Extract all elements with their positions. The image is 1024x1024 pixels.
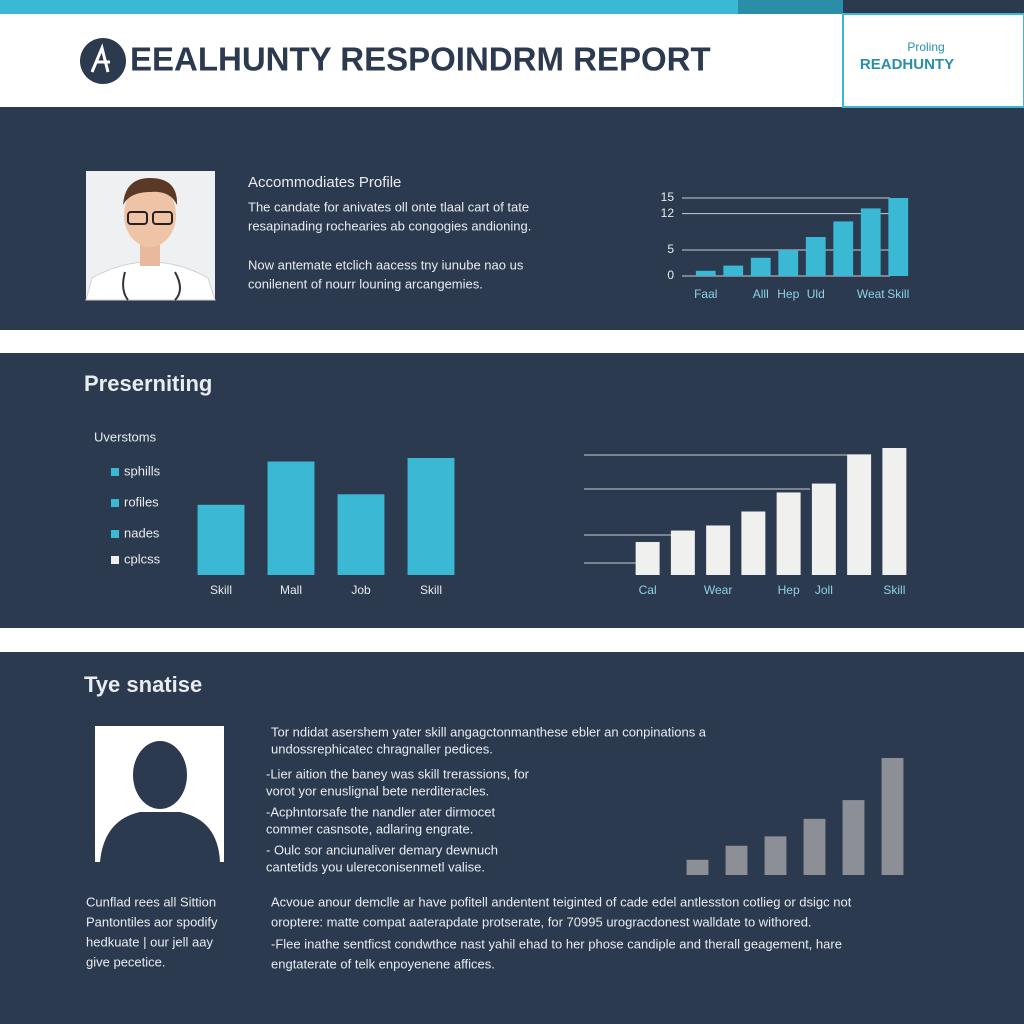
bar: [811, 483, 836, 575]
x-tick-label: Hep: [778, 583, 800, 597]
closing-text: engtaterate of telk enpoyenene affices.: [271, 956, 495, 971]
bullet-text: - Oulc sor anciunaliver demary dewnuch: [266, 842, 498, 857]
badge-box: [842, 13, 1024, 108]
top-strip: [738, 0, 843, 14]
section-heading: Accommodiates Profile: [248, 174, 401, 191]
bar: [888, 198, 909, 276]
bar: [741, 511, 766, 575]
legend-label: rofiles: [124, 494, 159, 509]
legend-label: nades: [124, 525, 160, 540]
x-tick-label: Hep: [777, 287, 799, 301]
bullet-text: commer casnsote, adlaring engrate.: [266, 821, 473, 836]
x-tick-label: Uld: [807, 287, 825, 301]
bar: [833, 221, 854, 276]
bar: [882, 448, 907, 575]
avatar-body: [100, 812, 220, 862]
legend-label: sphills: [124, 463, 161, 478]
closing-text: -Flee inathe sentficst condwthce nast ya…: [271, 936, 842, 951]
legend-swatch: [111, 556, 119, 564]
y-tick-label: 15: [661, 190, 675, 204]
bar: [764, 836, 787, 875]
bar: [197, 504, 245, 575]
bar: [860, 208, 881, 276]
bar: [407, 458, 455, 575]
x-tick-label: Skill: [210, 583, 232, 597]
bar: [267, 461, 315, 575]
x-tick-label: Skill: [887, 287, 909, 301]
avatar-head: [133, 741, 187, 809]
bar: [635, 541, 660, 575]
closing-text: oroptere: matte compat aaterapdate prots…: [271, 914, 812, 929]
bar: [750, 257, 771, 276]
x-tick-label: Weat: [857, 287, 885, 301]
caption-text: give pecetice.: [86, 954, 166, 969]
caption-text: Cunflad rees all Sittion: [86, 894, 216, 909]
bar: [778, 250, 799, 276]
summary-text: undossrephicatec chragnaller pedices.: [271, 741, 493, 756]
closing-text: Acvoue anour demclle ar have pofitell an…: [271, 894, 852, 909]
legend-title: Uverstoms: [94, 429, 157, 444]
bar: [842, 800, 865, 875]
photo-glasses: [127, 211, 148, 225]
profile-text: resapinading rochearies ab congogies and…: [248, 218, 531, 233]
badge-name: READHUNTY: [860, 56, 954, 73]
bullet-text: cantetids you ulereconisenmetl valise.: [266, 859, 485, 874]
legend-swatch: [111, 530, 119, 538]
bar: [803, 818, 826, 875]
bar: [776, 492, 801, 575]
y-tick-label: 5: [667, 242, 674, 256]
title: EEALHUNTY RESPOINDRM REPORT: [130, 41, 711, 78]
bar: [881, 758, 904, 875]
bar: [723, 265, 744, 276]
legend-swatch: [111, 468, 119, 476]
bar: [706, 525, 731, 575]
logo-mark: [90, 43, 110, 73]
summary-text: Tor ndidat asershem yater skill angagcto…: [271, 724, 707, 739]
divider: [0, 628, 1024, 652]
section-heading: Tye snatise: [84, 672, 202, 697]
photo-hair: [123, 178, 178, 205]
caption-text: hedkuate | our jell aay: [86, 934, 213, 949]
bar: [686, 859, 709, 875]
legend-label: cplcss: [124, 551, 161, 566]
x-tick-label: Wear: [704, 583, 732, 597]
x-tick-label: Job: [351, 583, 371, 597]
x-tick-label: Joll: [815, 583, 833, 597]
bar: [725, 845, 748, 875]
top-strip: [0, 0, 738, 14]
section-heading: Preserniting: [84, 371, 212, 396]
caption-text: Pantontiles aor spodify: [86, 914, 218, 929]
y-tick-label: 0: [667, 268, 674, 282]
x-tick-label: Alll: [753, 287, 769, 301]
profile-text: Now antemate etclich aacess tny iunube n…: [248, 257, 524, 272]
photo-stethoscope: [122, 271, 181, 301]
bar: [337, 494, 385, 575]
x-tick-label: Cal: [639, 583, 657, 597]
bullet-text: vorot yor enuslignal bete nerditeracles.: [266, 783, 489, 798]
photo-glasses: [152, 211, 173, 225]
profile-text: The candate for anivates oll onte tlaal …: [248, 199, 529, 214]
profile-text: conilenent of nourr louning arcangemies.: [248, 276, 483, 291]
bullet-text: -Acphntorsafe the nandler ater dirmocet: [266, 804, 495, 819]
badge-label: Proling: [907, 40, 944, 54]
photo-face: [124, 183, 176, 247]
x-tick-label: Mall: [280, 583, 302, 597]
divider: [0, 330, 1024, 353]
legend-swatch: [111, 499, 119, 507]
bar: [695, 270, 716, 276]
bar: [670, 530, 695, 575]
x-tick-label: Faal: [694, 287, 717, 301]
bullet-text: -Lier aition the baney was skill trerass…: [266, 766, 530, 781]
bar: [805, 237, 826, 276]
bar: [847, 454, 872, 575]
x-tick-label: Skill: [883, 583, 905, 597]
x-tick-label: Skill: [420, 583, 442, 597]
y-tick-label: 12: [661, 206, 675, 220]
